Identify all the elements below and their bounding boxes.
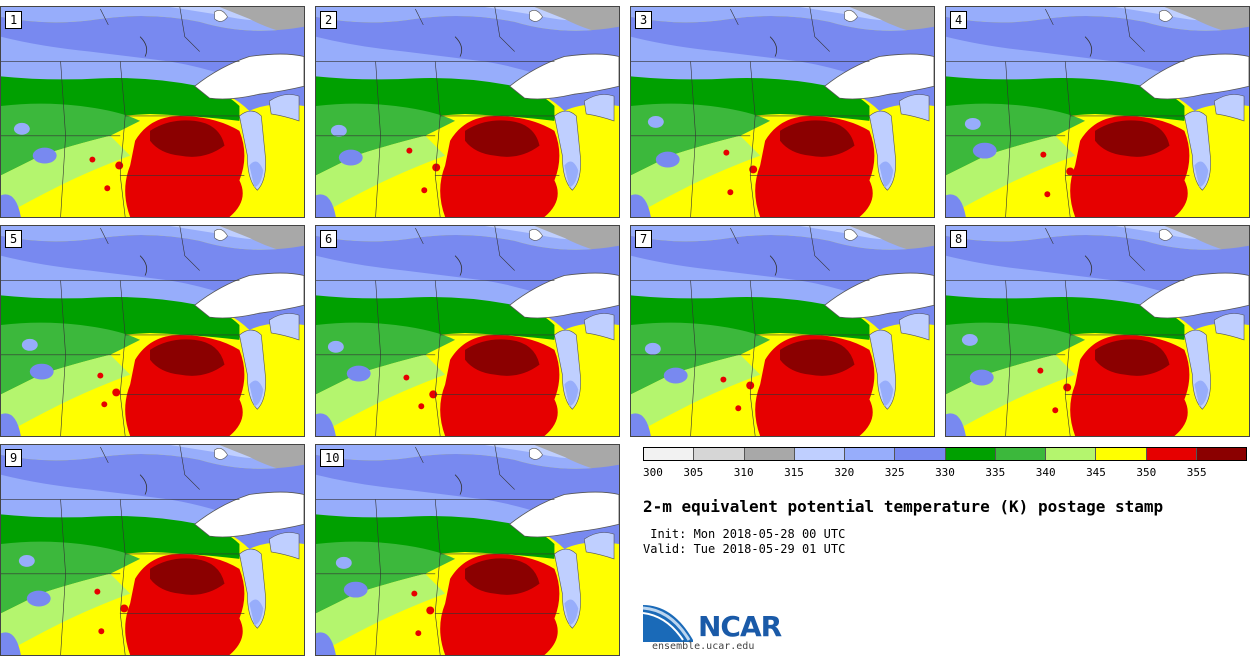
legend-swatch	[845, 448, 896, 460]
stamp-number-label: 3	[635, 11, 653, 29]
legend-swatch	[744, 448, 795, 460]
valid-time: Valid: Tue 2018-05-29 01 UTC	[643, 542, 846, 556]
legend-swatch	[1046, 448, 1097, 460]
stamp-number-label: 6	[320, 230, 338, 248]
stamp-map-4	[946, 7, 1249, 217]
stamp-number-label: 8	[950, 230, 968, 248]
stamp-panel-2: 2	[315, 6, 620, 218]
legend-tick-label: 320	[834, 466, 855, 479]
legend-tick-label: 325	[884, 466, 905, 479]
stamp-panel-7: 7	[630, 225, 935, 437]
legend-swatch	[1096, 448, 1147, 460]
stamp-panel-3: 3	[630, 6, 935, 218]
stamp-map-5	[1, 226, 304, 436]
stamp-panel-6: 6	[315, 225, 620, 437]
legend-tick-label: 330	[935, 466, 955, 479]
logo-text: NCAR	[698, 610, 782, 643]
legend-swatch	[1196, 448, 1246, 460]
legend-swatch	[895, 448, 946, 460]
legend-tick-label: 345	[1086, 466, 1106, 479]
legend-swatch	[995, 448, 1046, 460]
chart-title: 2-m equivalent potential temperature (K)…	[643, 497, 1164, 516]
stamp-map-9	[1, 445, 304, 655]
stamp-panel-8: 8	[945, 225, 1250, 437]
stamp-map-3	[631, 7, 934, 217]
stamp-panel-5: 5	[0, 225, 305, 437]
legend-swatch	[1146, 448, 1197, 460]
stamp-number-label: 7	[635, 230, 653, 248]
legend-tick-label: 315	[784, 466, 804, 479]
site-url: ensemble.ucar.edu	[652, 641, 755, 652]
stamp-map-1	[1, 7, 304, 217]
stamp-panel-1: 1	[0, 6, 305, 218]
stamp-number-label: 4	[950, 11, 968, 29]
stamp-map-2	[316, 7, 619, 217]
stamp-panel-10: 10	[315, 444, 620, 656]
legend-tick-labels: 300 305 310 315 320 325 330 335 340 345 350 355	[643, 466, 1247, 480]
stamp-number-label: 10	[320, 449, 345, 467]
stamp-panel-4: 4	[945, 6, 1250, 218]
legend-tick-label: 340	[1035, 466, 1056, 479]
init-time: Init: Mon 2018-05-28 00 UTC	[643, 527, 846, 541]
stamp-number-label: 9	[5, 449, 23, 467]
color-legend	[643, 447, 1247, 461]
stamp-panel-9: 9	[0, 444, 305, 656]
legend-tick-label: 350	[1136, 466, 1157, 479]
stamp-number-label: 2	[320, 11, 338, 29]
stamp-map-6	[316, 226, 619, 436]
legend-tick-label: 300	[643, 466, 663, 479]
legend-swatch	[945, 448, 996, 460]
legend-tick-label: 305	[683, 466, 704, 479]
stamp-number-label: 5	[5, 230, 23, 248]
stamp-map-8	[946, 226, 1249, 436]
stamp-number-label: 1	[5, 11, 23, 29]
legend-swatch	[694, 448, 745, 460]
legend-tick-label: 310	[733, 466, 754, 479]
legend-swatch	[794, 448, 845, 460]
legend-tick-label: 335	[985, 466, 1006, 479]
stamp-map-10	[316, 445, 619, 655]
stamp-map-7	[631, 226, 934, 436]
legend-swatch	[644, 448, 695, 460]
legend-tick-label: 355	[1186, 466, 1207, 479]
ncar-logo-icon	[643, 605, 693, 642]
